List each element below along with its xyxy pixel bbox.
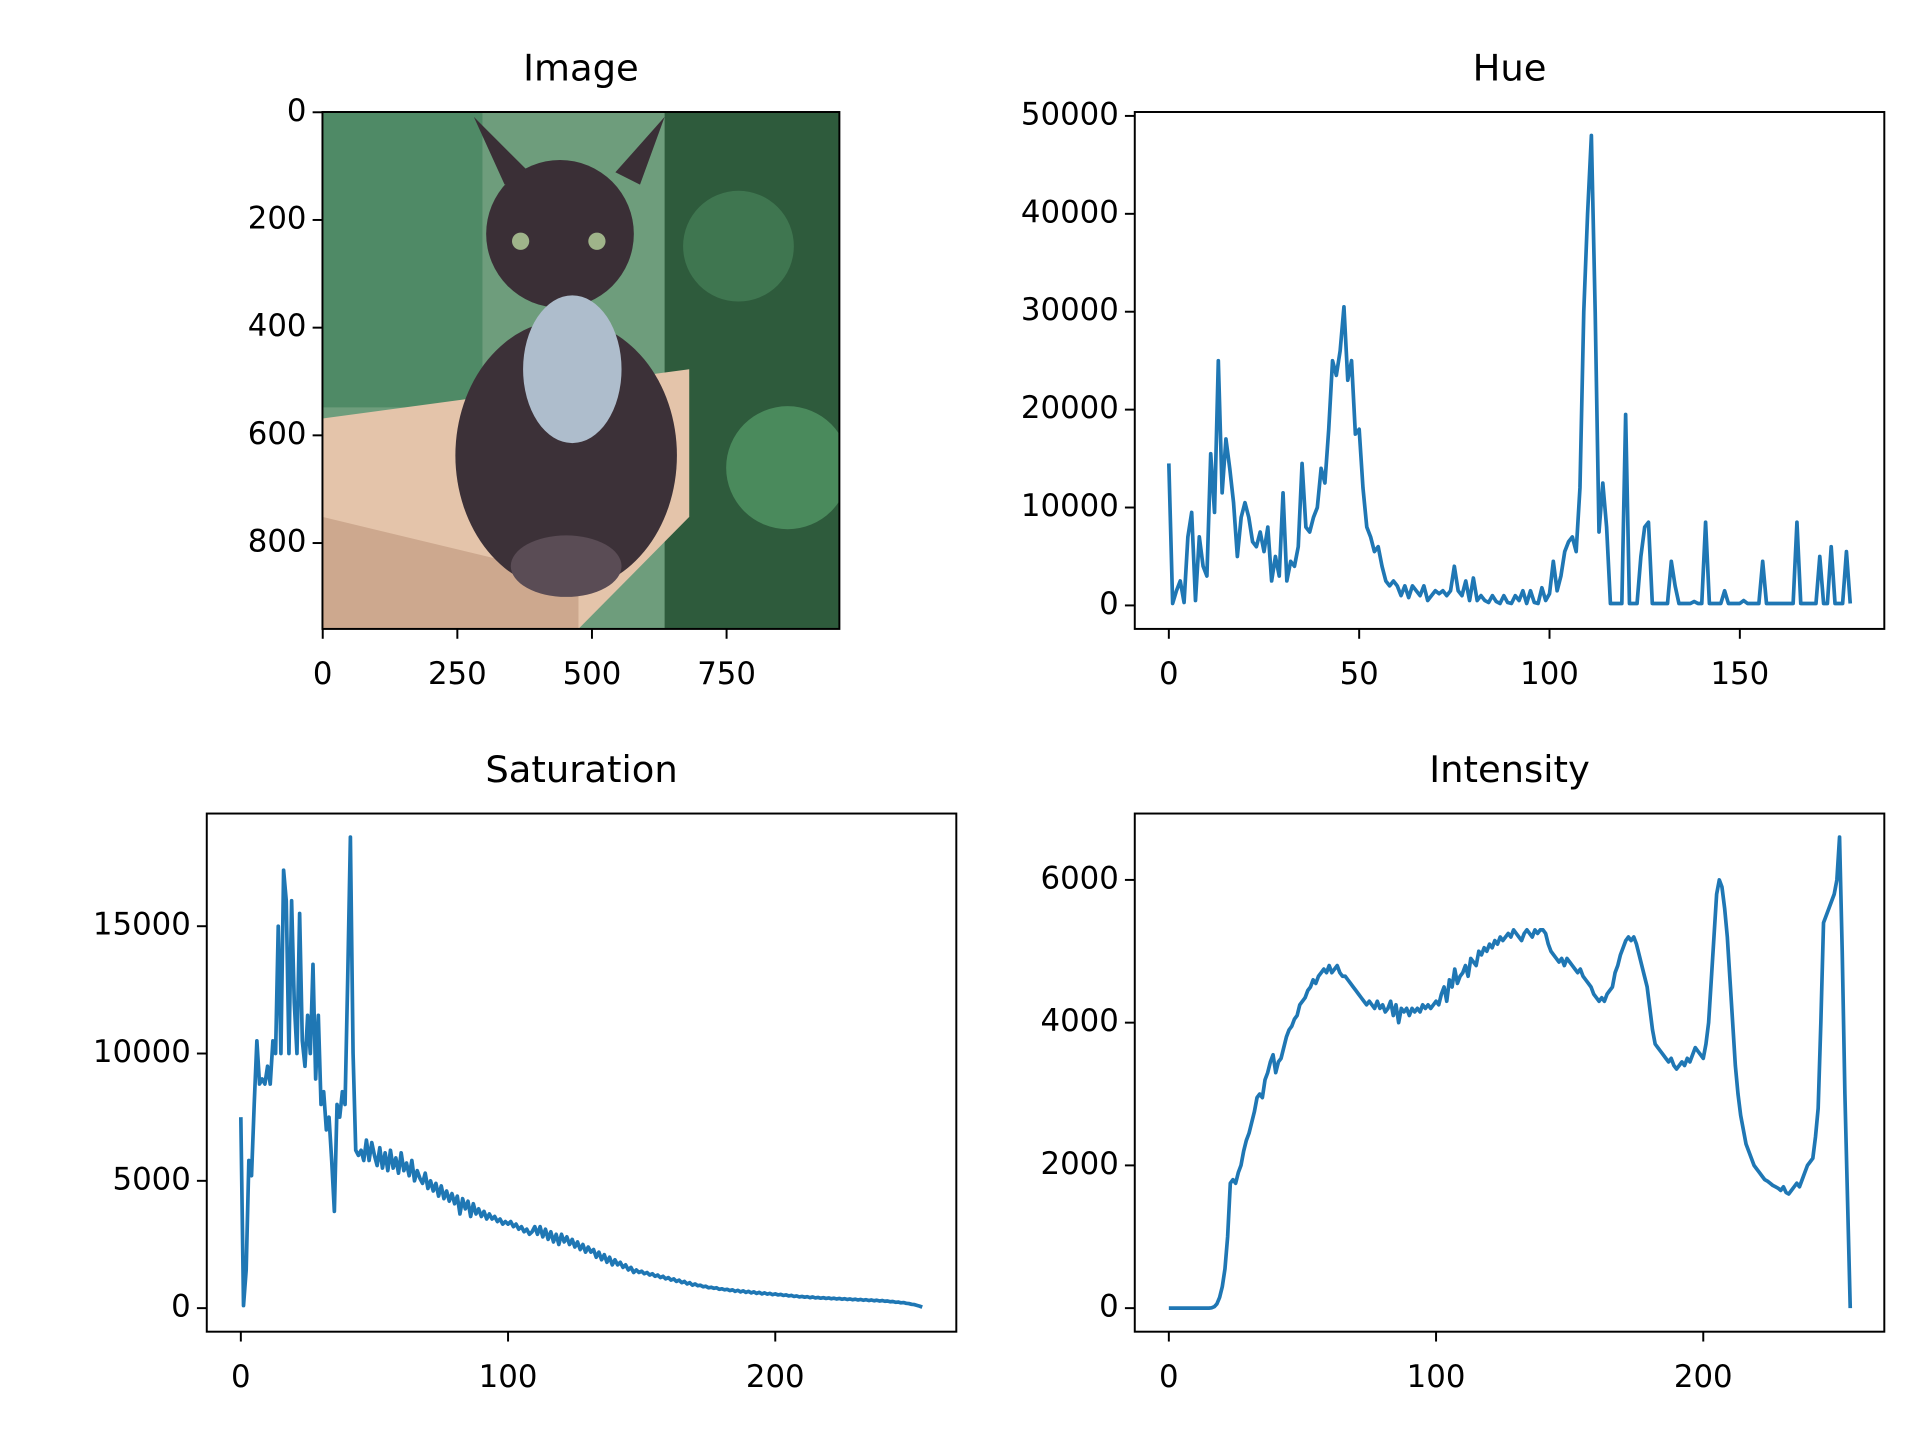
data-line [1166, 133, 1853, 606]
y-tick-label: 200 [248, 200, 307, 236]
x-tick-label: 100 [1407, 1359, 1466, 1395]
y-tick-label: 40000 [1021, 194, 1119, 230]
x-tick-label: 0 [1159, 656, 1179, 692]
subplot-title: Intensity [1429, 748, 1590, 791]
y-tick-label: 800 [248, 524, 307, 560]
y-tick-label: 5000 [113, 1161, 191, 1197]
x-tick-label: 500 [563, 656, 622, 692]
y-tick-label: 30000 [1021, 292, 1119, 328]
subplot-title: Hue [1473, 47, 1547, 90]
subplot-title: Image [523, 47, 639, 90]
y-tick-label: 400 [248, 308, 307, 344]
y-tick-label: 10000 [93, 1034, 191, 1070]
x-tick-label: 200 [746, 1359, 805, 1395]
y-tick-label: 20000 [1021, 390, 1119, 426]
y-tick-label: 6000 [1041, 860, 1119, 896]
subplot-title: Saturation [485, 748, 677, 791]
axes-frame [1133, 111, 1886, 630]
y-tick-label: 0 [1099, 1289, 1119, 1325]
x-tick-label: 50 [1340, 656, 1379, 692]
y-tick-label: 15000 [93, 907, 191, 943]
axes-frame [205, 812, 958, 1333]
x-tick-label: 0 [1159, 1359, 1179, 1395]
x-tick-label: 250 [428, 656, 487, 692]
x-tick-label: 100 [1520, 656, 1579, 692]
y-tick-label: 10000 [1021, 488, 1119, 524]
x-tick-label: 0 [313, 656, 333, 692]
x-tick-label: 100 [479, 1359, 538, 1395]
x-tick-label: 200 [1674, 1359, 1733, 1395]
y-tick-label: 0 [287, 93, 307, 129]
axes-frame [1133, 812, 1886, 1333]
y-tick-label: 0 [1099, 586, 1119, 622]
x-tick-label: 750 [697, 656, 756, 692]
y-tick-label: 600 [248, 416, 307, 452]
cat-photo [322, 112, 840, 629]
x-tick-label: 150 [1710, 656, 1769, 692]
data-line [1168, 835, 1853, 1310]
x-tick-label: 0 [231, 1359, 251, 1395]
y-tick-label: 4000 [1041, 1003, 1119, 1039]
axes-frame [321, 111, 841, 630]
y-tick-label: 0 [171, 1289, 191, 1325]
data-line [238, 835, 923, 1309]
y-tick-label: 50000 [1021, 96, 1119, 132]
y-tick-label: 2000 [1041, 1146, 1119, 1182]
